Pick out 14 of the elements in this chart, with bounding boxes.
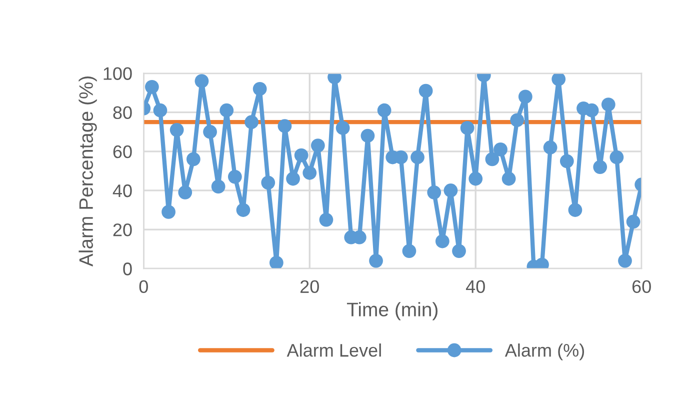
- x-tick-label: 20: [300, 280, 319, 293]
- y-axis-title: Alarm Percentage (%): [78, 76, 97, 267]
- y-tick-label: 60: [113, 145, 132, 158]
- x-tick-label: 60: [632, 280, 651, 293]
- y-tick-label: 100: [104, 67, 132, 80]
- legend-label: Alarm (%): [504, 343, 584, 360]
- x-tick-label: 0: [139, 280, 148, 293]
- x-axis-title: Time (min): [346, 302, 438, 320]
- legend-label: Alarm Level: [286, 343, 381, 357]
- y-tick-label: 40: [112, 184, 132, 198]
- y-tick-label: 80: [113, 106, 132, 120]
- x-tick-label: 40: [466, 280, 485, 293]
- y-tick-label: 20: [113, 223, 132, 236]
- y-tick-label: 0: [123, 262, 132, 276]
